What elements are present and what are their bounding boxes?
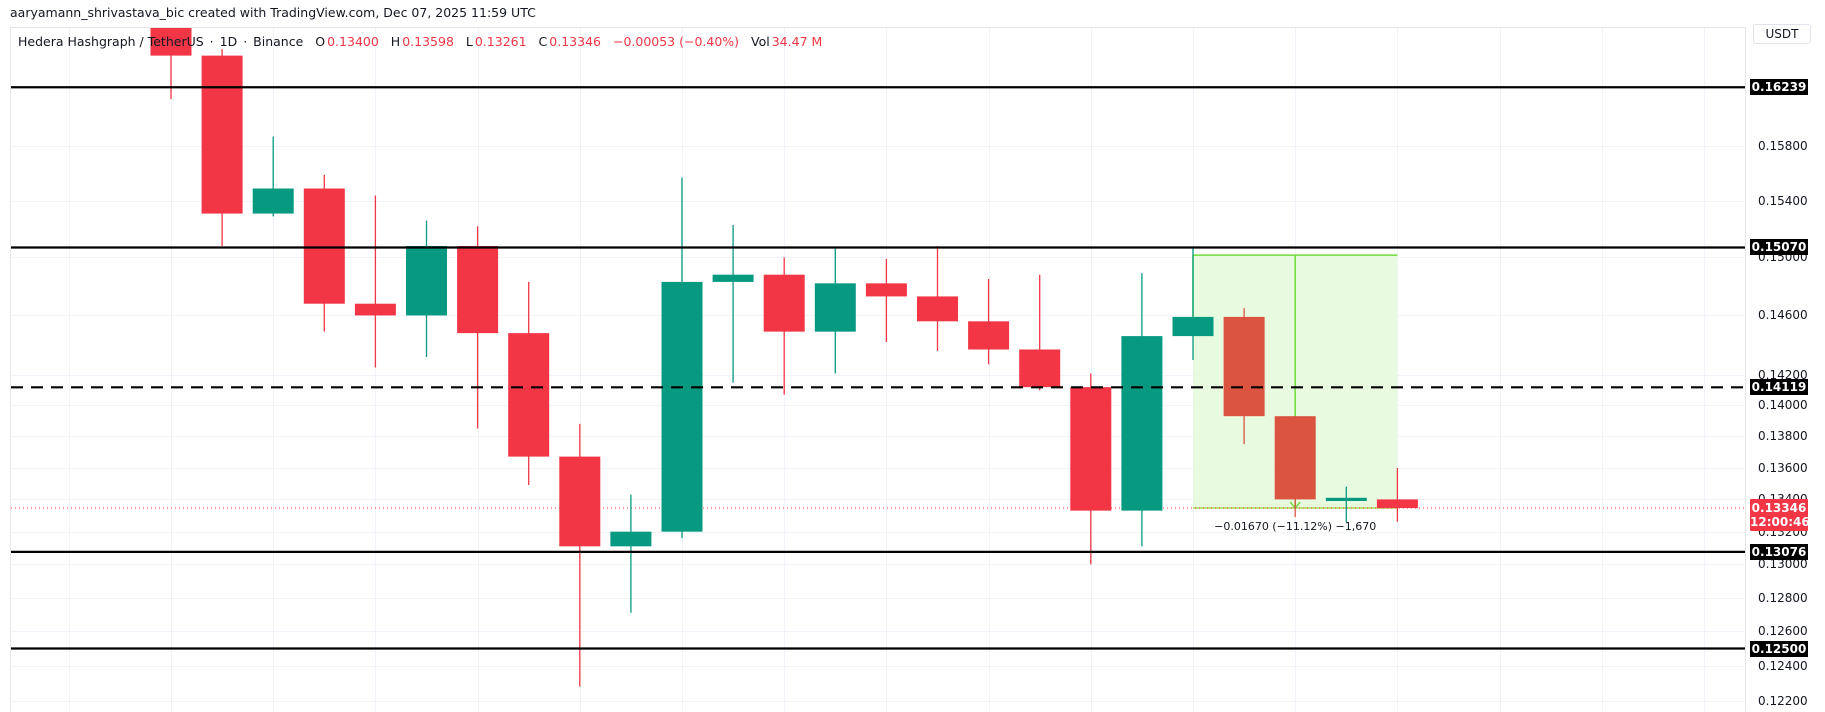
bar-countdown: 12:00:46 bbox=[1750, 515, 1810, 530]
candle-up bbox=[661, 281, 703, 532]
chart-attribution: aaryamann_shrivastava_bic created with T… bbox=[10, 5, 536, 20]
candle-down bbox=[303, 188, 345, 304]
candle-down bbox=[508, 333, 550, 457]
candle-up bbox=[610, 531, 652, 547]
candle-down bbox=[1019, 349, 1061, 388]
symbol-legend: Hedera Hashgraph / TetherUS · 1D · Binan… bbox=[18, 34, 823, 49]
price-tick-label: 0.12800 bbox=[1758, 590, 1808, 605]
change-value: −0.00053 (−0.40%) bbox=[612, 34, 740, 49]
price-tick-label: 0.13800 bbox=[1758, 429, 1808, 444]
candle-down bbox=[354, 303, 396, 316]
exchange: Binance bbox=[253, 34, 304, 49]
candle-down bbox=[763, 274, 805, 332]
horizontal-line-price-label: 0.14119 bbox=[1750, 379, 1808, 396]
volume-value: 34.47 M bbox=[771, 34, 823, 49]
price-tick-label: 0.14600 bbox=[1758, 308, 1808, 323]
close-value: 0.13346 bbox=[549, 34, 601, 49]
candle-up bbox=[712, 274, 754, 282]
candle-down bbox=[865, 283, 907, 297]
candle-down bbox=[559, 456, 601, 547]
interval[interactable]: 1D bbox=[219, 34, 238, 49]
candle-down bbox=[1070, 387, 1112, 511]
price-tick-label: 0.12200 bbox=[1758, 693, 1808, 708]
low-value: 0.13261 bbox=[474, 34, 527, 49]
price-tick-label: 0.13000 bbox=[1758, 557, 1808, 572]
current-price-value: 0.13346 bbox=[1751, 501, 1807, 516]
price-tick-label: 0.15800 bbox=[1758, 139, 1808, 153]
candle-up bbox=[1121, 336, 1163, 511]
candle-down bbox=[1223, 316, 1265, 417]
volume-label: Vol bbox=[751, 34, 770, 49]
close-label: C bbox=[538, 34, 548, 49]
candle-down bbox=[1376, 499, 1418, 509]
price-tick-label: 0.12400 bbox=[1758, 658, 1808, 673]
candle-up bbox=[1172, 316, 1214, 337]
currency-unit-button[interactable]: USDT bbox=[1753, 24, 1811, 44]
candle-up bbox=[252, 188, 294, 214]
high-value: 0.13598 bbox=[402, 34, 454, 49]
candle-up bbox=[814, 283, 856, 332]
price-tick-label: 0.13600 bbox=[1758, 460, 1808, 475]
candle-down bbox=[1274, 416, 1316, 500]
price-axis[interactable] bbox=[1745, 27, 1825, 711]
horizontal-line-price-label: 0.13076 bbox=[1750, 543, 1808, 560]
open-value: 0.13400 bbox=[327, 34, 379, 49]
price-tick-label: 0.14200 bbox=[1758, 368, 1808, 383]
low-label: L bbox=[465, 34, 473, 49]
measure-tool-label: −0.01670 (−11.12%) −1,670 bbox=[1214, 520, 1377, 534]
candle-up bbox=[406, 246, 447, 316]
price-tick-label: 0.12600 bbox=[1758, 624, 1808, 639]
candle-down bbox=[150, 28, 192, 56]
candle-down bbox=[917, 296, 958, 322]
open-label: O bbox=[315, 34, 326, 49]
horizontal-line-price-label: 0.12500 bbox=[1750, 640, 1808, 657]
horizontal-line-price-label: 0.15070 bbox=[1750, 239, 1808, 256]
price-tick-label: 0.14000 bbox=[1758, 398, 1808, 413]
current-price-label: 0.13346 12:00:46 bbox=[1750, 499, 1810, 532]
symbol-name[interactable]: Hedera Hashgraph / TetherUS bbox=[18, 34, 204, 49]
candle-down bbox=[457, 246, 499, 334]
high-label: H bbox=[390, 34, 401, 49]
candle-down bbox=[201, 55, 243, 214]
horizontal-line-price-label: 0.16239 bbox=[1750, 79, 1808, 96]
candle-up bbox=[1325, 497, 1367, 502]
candle-down bbox=[968, 321, 1010, 350]
chart-pane[interactable] bbox=[10, 27, 1746, 712]
price-tick-label: 0.15400 bbox=[1758, 194, 1808, 208]
